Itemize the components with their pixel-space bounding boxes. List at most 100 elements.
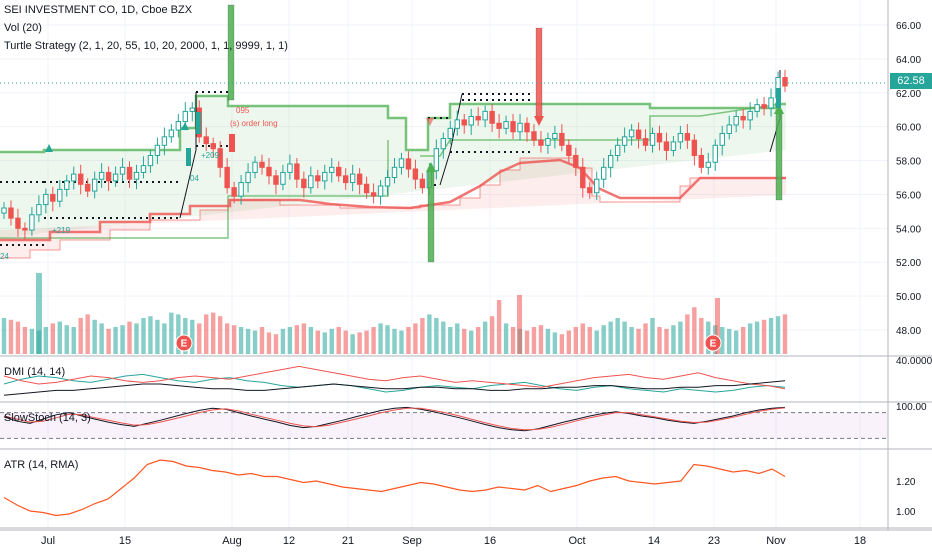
volume-bar-97	[678, 321, 683, 354]
candle-body-78	[545, 138, 551, 146]
candle-body-79	[552, 132, 558, 140]
volume-bar-24	[169, 312, 174, 354]
candle-body-85	[594, 178, 600, 194]
volume-bar-43	[301, 323, 307, 354]
volume-bar-7	[50, 323, 56, 354]
volume-bar-51	[357, 332, 362, 354]
volume-bar-89	[622, 321, 627, 354]
earnings-badge-label-0: E	[181, 339, 188, 350]
volume-bar-54	[378, 323, 383, 354]
candle-body-3	[22, 227, 28, 231]
indicator-panes	[0, 355, 932, 529]
volume-bar-85	[594, 330, 599, 354]
price-tick-6: 54.00	[896, 224, 921, 235]
time-tick-4: 21	[342, 535, 354, 547]
candle-body-76	[531, 131, 537, 141]
candle-body-48	[336, 166, 342, 177]
candle-body-49	[342, 175, 349, 184]
volume-bar-96	[671, 325, 676, 354]
volume-bar-42	[294, 325, 300, 354]
candle-body-18	[126, 166, 133, 180]
volume-bar-16	[113, 327, 118, 354]
time-tick-7: Oct	[568, 535, 585, 547]
candle-body-74	[517, 122, 523, 133]
candle-body-13	[91, 178, 98, 192]
symbol-title[interactable]: SEI INVESTMENT CO, 1D, Cboe BZX	[4, 4, 193, 16]
dmi-line-1	[3, 365, 786, 390]
signal-bar-2	[186, 148, 191, 166]
volume-bar-34	[238, 327, 244, 354]
volume-bar-17	[120, 325, 125, 354]
volume-bar-77	[538, 325, 544, 354]
dmi-legend[interactable]: DMI (14, 14)	[4, 366, 66, 378]
volume-bar-39	[273, 334, 279, 354]
volume-bar-110	[768, 318, 774, 354]
volume-bar-30	[210, 312, 216, 354]
volume-bar-11	[78, 318, 83, 354]
volume-bar-70	[489, 316, 495, 354]
candles	[1, 69, 788, 241]
exit-arrow-sep-head	[534, 116, 544, 126]
volume-bar-60	[420, 318, 425, 354]
volume-bar-2	[15, 321, 21, 354]
volume-bar-22	[155, 319, 160, 354]
volume-bar-56	[392, 328, 397, 354]
buy-marker-jul	[45, 144, 53, 152]
volume-bar-20	[141, 318, 146, 354]
earnings-badge-label-1: E	[710, 339, 717, 350]
candle-body-104	[726, 124, 732, 134]
volume-bar-82	[573, 327, 579, 354]
volume-bar-105	[733, 330, 739, 354]
volume-bar-103	[720, 327, 725, 354]
volume-bar-13	[92, 319, 97, 354]
price-tick-0: 66.00	[896, 21, 921, 32]
price-tick-9: 48.00	[896, 326, 921, 337]
candle-body-19	[133, 171, 140, 180]
atr-legend[interactable]: ATR (14, RMA)	[4, 459, 79, 471]
volume-bar-47	[329, 328, 334, 354]
candle-body-83	[580, 166, 586, 189]
volume-bar-67	[469, 330, 474, 354]
stop-connector-1	[179, 92, 197, 219]
turtle-channels	[0, 70, 786, 259]
stoch-legend[interactable]: SlowStoch (14, 3)	[4, 412, 91, 424]
volume-bar-92	[643, 323, 648, 354]
volume-bar-95	[664, 328, 669, 354]
volume-bar-88	[615, 318, 620, 354]
candle-body-84	[587, 187, 593, 194]
time-tick-6: 16	[484, 535, 496, 547]
candle-body-108	[754, 104, 760, 112]
volume-bar-106	[740, 327, 746, 354]
volume-bar-14	[99, 323, 104, 354]
entry-arrow-sep-head	[426, 162, 436, 172]
candle-body-100	[698, 154, 705, 168]
candle-body-15	[105, 171, 112, 182]
volume-bar-76	[531, 327, 537, 354]
candle-body-24	[168, 129, 175, 138]
strategy-legend[interactable]: Turtle Strategy (2, 1, 20, 55, 10, 20, 2…	[4, 40, 288, 52]
candle-body-32	[224, 166, 230, 189]
volume-bar-40	[280, 328, 286, 354]
volume-bar-49	[343, 330, 348, 354]
volume-bar-29	[204, 314, 209, 354]
time-tick-0: Jul	[41, 535, 55, 547]
candle-body-4	[29, 214, 35, 231]
candle-body-44	[308, 175, 314, 189]
volume-bar-79	[552, 332, 558, 354]
volume-bar-35	[245, 328, 251, 354]
candle-body-93	[649, 132, 656, 146]
volume-bar-9	[64, 325, 69, 354]
candle-body-47	[329, 166, 335, 173]
candle-body-51	[356, 173, 363, 185]
candle-body-41	[287, 163, 293, 173]
candle-body-53	[370, 192, 377, 197]
candle-body-12	[84, 183, 91, 192]
candle-body-64	[447, 127, 453, 140]
candle-body-67	[468, 116, 474, 126]
buy-marker-late-jul	[181, 122, 189, 130]
volume-legend[interactable]: Vol (20)	[4, 22, 42, 34]
signal-bar-nov	[776, 88, 781, 108]
volume-bar-53	[371, 327, 376, 354]
